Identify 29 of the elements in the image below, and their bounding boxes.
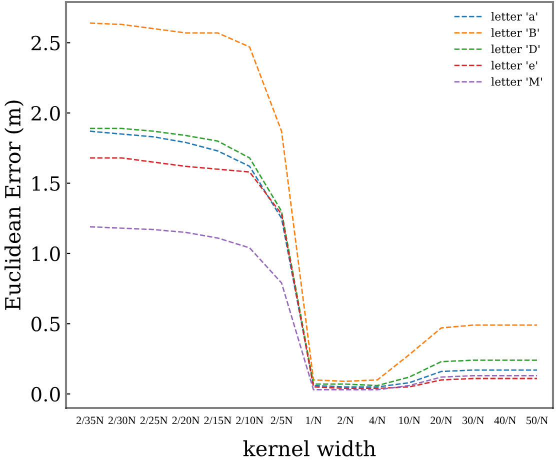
x-tick-label: 2/30N <box>108 416 136 424</box>
legend-label: letter 'B' <box>491 28 539 37</box>
x-tick-label: 2/15N <box>204 416 232 424</box>
x-tick-label: 2/5N <box>270 416 292 424</box>
legend-label: letter 'D' <box>491 44 540 54</box>
x-tick-label: 1/N <box>306 416 322 424</box>
y-tick-label: 2.5 <box>32 36 60 50</box>
x-tick-label: 10/N <box>399 416 420 424</box>
y-tick-label: 1.5 <box>32 176 60 191</box>
x-tick-label: 2/10N <box>236 416 264 424</box>
x-tick-label: 4/N <box>369 416 386 424</box>
legend-label: letter 'e' <box>491 60 538 70</box>
line-series <box>89 226 538 390</box>
y-tick-label: 1.0 <box>32 246 60 262</box>
legend-label: letter 'a' <box>491 12 538 21</box>
x-tick-label: 30/N <box>462 416 484 424</box>
x-tick-label: 2/N <box>338 416 354 424</box>
y-tick-label: 0.0 <box>32 386 60 402</box>
y-axis-title: Euclidean Error (m) <box>4 100 24 310</box>
legend-label: letter 'M' <box>491 77 542 86</box>
x-tick-label: 2/20N <box>172 416 200 424</box>
x-tick-label: 20/N <box>430 416 452 424</box>
y-tick-label: 0.5 <box>32 316 60 332</box>
x-tick-label: 40/N <box>494 416 516 424</box>
x-tick-label: 50/N <box>526 416 548 424</box>
y-tick-label: 2.0 <box>32 106 60 121</box>
x-tick-label: 2/35N <box>76 416 104 424</box>
x-tick-label: 2/25N <box>140 416 168 424</box>
x-axis-title: kernel width <box>243 440 376 456</box>
